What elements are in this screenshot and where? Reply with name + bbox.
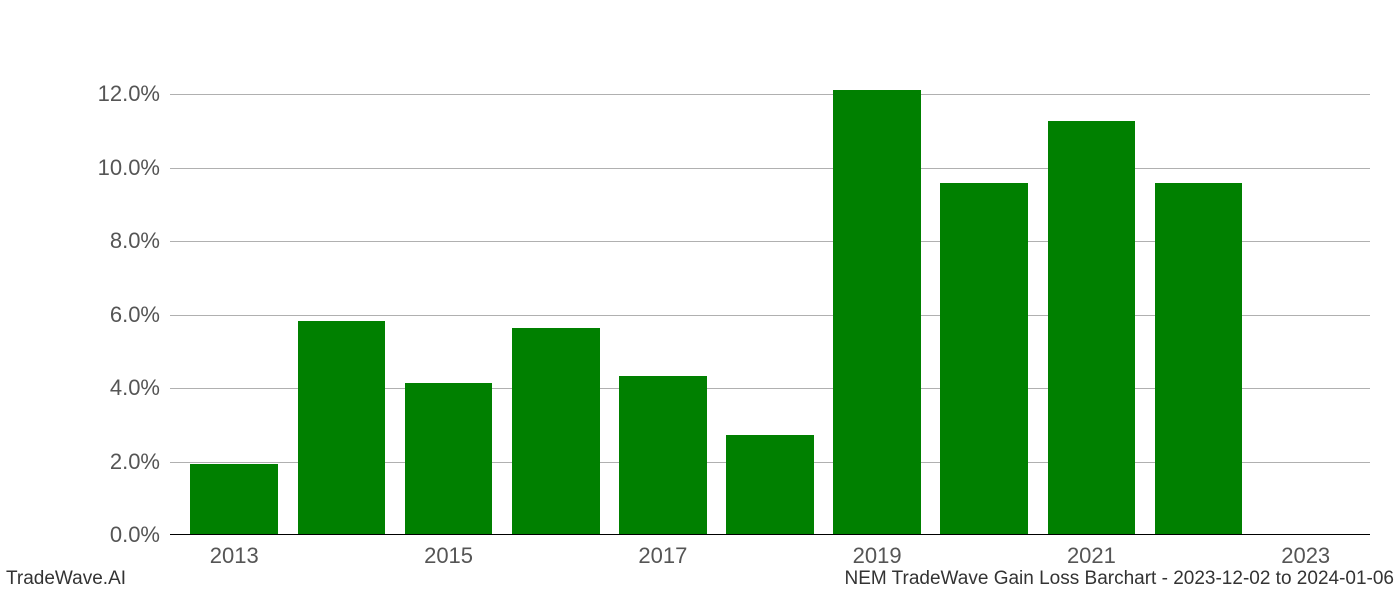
footer-left-text: TradeWave.AI [6,568,126,590]
xtick-label: 2013 [210,543,259,569]
bar [1048,121,1136,534]
ytick-label: 10.0% [98,155,160,181]
bar [190,464,278,534]
plot-area: 0.0%2.0%4.0%6.0%8.0%10.0%12.0%2013201520… [170,65,1370,535]
footer-right-text: NEM TradeWave Gain Loss Barchart - 2023-… [844,568,1394,590]
bar [619,376,707,534]
ytick-label: 2.0% [110,449,160,475]
xtick-label: 2019 [853,543,902,569]
bar [1155,183,1243,534]
gridline [170,94,1370,95]
chart-container: 0.0%2.0%4.0%6.0%8.0%10.0%12.0%2013201520… [170,65,1370,535]
bar [940,183,1028,534]
bar [726,435,814,534]
gridline [170,168,1370,169]
ytick-label: 4.0% [110,375,160,401]
ytick-label: 6.0% [110,302,160,328]
bar [405,383,493,534]
bar [833,90,921,534]
ytick-label: 0.0% [110,522,160,548]
xtick-label: 2021 [1067,543,1116,569]
bar [512,328,600,534]
ytick-label: 8.0% [110,228,160,254]
bar [298,321,386,534]
xtick-label: 2023 [1281,543,1330,569]
xtick-label: 2017 [638,543,687,569]
xtick-label: 2015 [424,543,473,569]
ytick-label: 12.0% [98,81,160,107]
